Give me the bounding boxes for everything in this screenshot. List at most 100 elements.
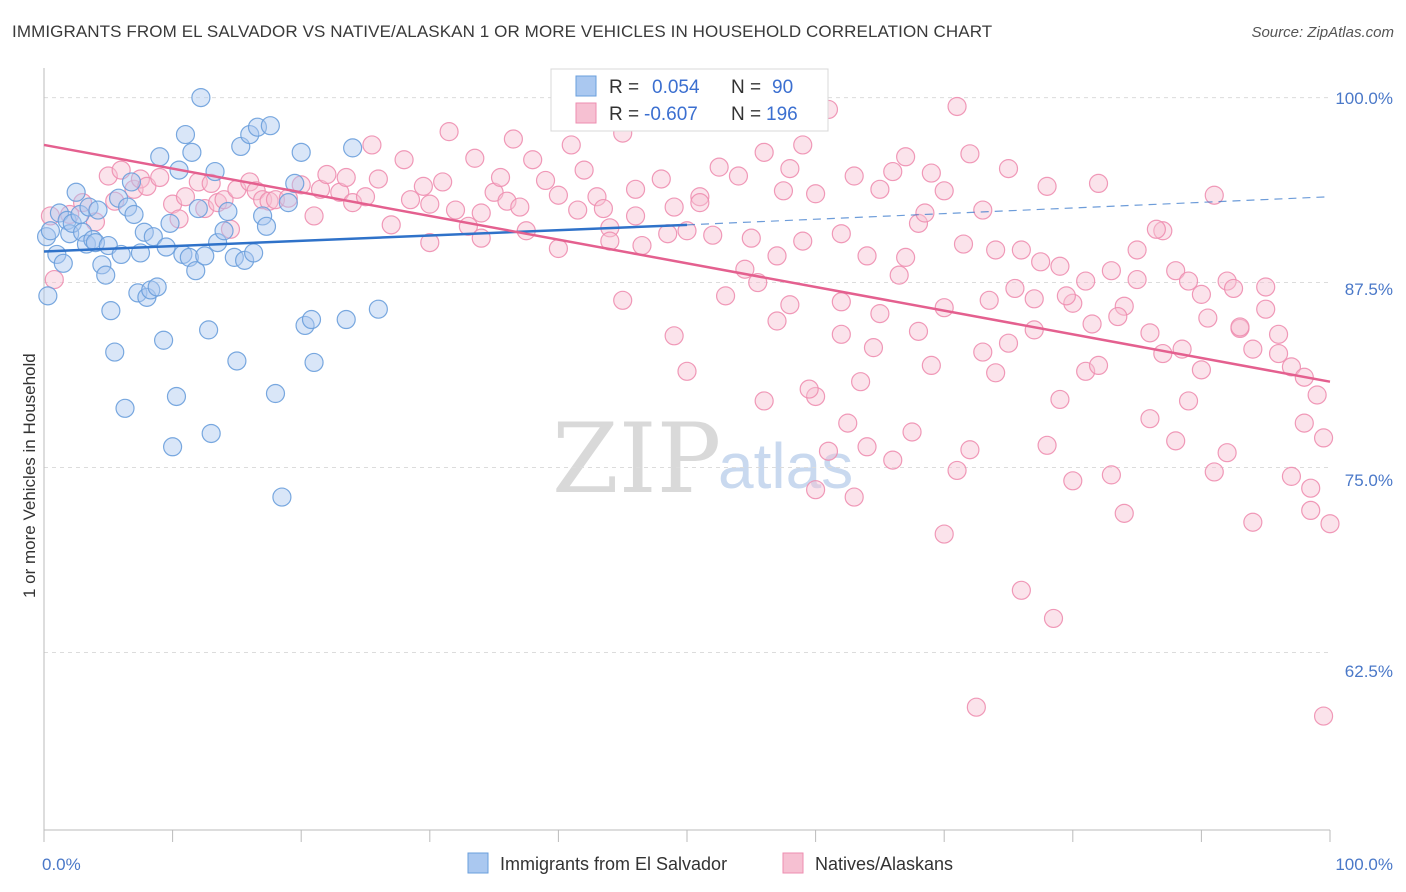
natives-alaskans-point (175, 187, 196, 207)
natives-alaskans-point (998, 333, 1019, 353)
el-salvador-point (182, 142, 202, 162)
el-salvador-trend-line (43, 223, 688, 253)
natives-alaskans-point (503, 129, 523, 149)
trend-lines (43, 143, 1331, 383)
natives-alaskans-point (831, 292, 851, 312)
y-tick-label-87-5: 87.5% (1345, 280, 1393, 299)
el-salvador-point (214, 221, 234, 241)
natives-alaskans-point (677, 361, 697, 381)
bottom-legend-label-natives: Natives/Alaskans (815, 854, 953, 874)
natives-alaskans-point (471, 203, 491, 223)
natives-alaskans-point (767, 246, 787, 266)
bottom-legend-swatch-natives (782, 852, 804, 874)
natives-alaskans-point (44, 269, 64, 290)
natives-alaskans-point (728, 166, 749, 186)
natives-alaskans-point (625, 179, 646, 199)
legend-box (550, 68, 829, 132)
natives-alaskans-point (1056, 286, 1076, 306)
natives-alaskans-point (851, 372, 871, 392)
y-tick-label-75: 75.0% (1345, 471, 1393, 490)
natives-alaskans-point (1191, 360, 1212, 380)
el-salvador-point (121, 172, 142, 192)
natives-alaskans-point (690, 193, 710, 213)
natives-alaskans-point (1268, 343, 1289, 364)
natives-alaskans-point (1011, 240, 1031, 260)
natives-alaskans-point (767, 311, 787, 331)
natives-alaskans-point (400, 190, 421, 210)
natives-alaskans-point (1294, 413, 1314, 433)
natives-alaskans-point (1101, 261, 1121, 281)
natives-alaskans-point (1024, 320, 1044, 340)
natives-alaskans-point (433, 172, 453, 192)
natives-alaskans-point (1320, 514, 1340, 534)
bottom-legend-swatch-el-salvador (467, 852, 489, 874)
natives-alaskans-point (908, 321, 929, 341)
natives-alaskans-point (1114, 296, 1134, 316)
el-salvador-point (201, 423, 221, 444)
natives-alaskans-point (1217, 271, 1237, 291)
natives-alaskans-point (805, 184, 826, 204)
el-salvador-point (175, 124, 196, 145)
natives-alaskans-point (1313, 706, 1334, 726)
natives-alaskans-point (1140, 409, 1160, 429)
natives-alaskans-point (902, 422, 922, 442)
natives-alaskans-point (953, 234, 974, 254)
natives-alaskans-point (574, 160, 594, 180)
natives-alaskans-point (465, 148, 485, 168)
natives-alaskans-point (1198, 308, 1218, 328)
watermark-atlas: atlas (718, 430, 853, 502)
natives-alaskans-point (1146, 219, 1166, 239)
el-salvador-point (115, 398, 135, 418)
y-axis-label: 1 or more Vehicles in Household (20, 353, 39, 598)
natives-alaskans-point (1101, 465, 1121, 485)
natives-alaskans-point (548, 238, 569, 259)
el-salvador-point (265, 383, 286, 404)
el-salvador-point (150, 147, 170, 167)
natives-alaskans-point (658, 224, 678, 244)
natives-alaskans-point (883, 161, 903, 182)
natives-alaskans-point (1153, 221, 1173, 241)
natives-alaskans-point (998, 159, 1019, 179)
natives-alaskans-point (1178, 271, 1199, 291)
x-tick-label-min: 0.0% (42, 855, 81, 874)
natives-alaskans-point (973, 342, 993, 362)
natives-alaskans-point (947, 460, 967, 481)
natives-alaskans-point (934, 298, 954, 318)
natives-alaskans-point (1037, 176, 1057, 196)
natives-alaskans-point (587, 187, 607, 207)
natives-alaskans-point (362, 135, 382, 155)
natives-alaskans-point (1011, 580, 1031, 600)
el-salvador-point (92, 255, 112, 275)
natives-alaskans-point (780, 295, 800, 315)
series-legend: Immigrants from El Salvador Natives/Alas… (467, 852, 953, 874)
natives-alaskans-point (818, 441, 839, 461)
natives-alaskans-point (947, 96, 967, 117)
el-salvador-point (40, 221, 61, 241)
natives-alaskans-point (1088, 355, 1109, 376)
el-salvador-point (101, 301, 121, 321)
correlation-legend: R = 0.054 N = 90 R = -0.607 N = 196 (550, 68, 829, 132)
natives-alaskans-point (979, 290, 999, 310)
el-salvador-point (186, 261, 206, 281)
legend-swatch-el-salvador (575, 75, 597, 97)
y-tick-label-100: 100.0% (1335, 89, 1393, 108)
el-salvador-point (96, 265, 116, 285)
natives-alaskans-point (664, 326, 684, 346)
el-salvador-point (244, 243, 264, 263)
natives-alaskans-point (664, 197, 684, 217)
el-salvador-point (240, 124, 260, 145)
natives-alaskans-point (831, 324, 851, 344)
el-salvador-point (72, 222, 93, 242)
natives-alaskans-point (1256, 299, 1276, 319)
natives-alaskans-point (915, 203, 935, 223)
natives-alaskans-point (420, 232, 440, 253)
natives-alaskans-point (651, 169, 671, 189)
natives-alaskans-point (535, 170, 556, 191)
el-salvador-points (36, 87, 388, 507)
natives-alaskans-point (805, 480, 826, 500)
natives-alaskans-point (1223, 278, 1244, 299)
natives-alaskans-point (1031, 252, 1051, 272)
el-salvador-point (285, 173, 305, 194)
legend-r-label-2: R = (609, 104, 639, 125)
legend-r-value-1: 0.054 (652, 77, 700, 98)
